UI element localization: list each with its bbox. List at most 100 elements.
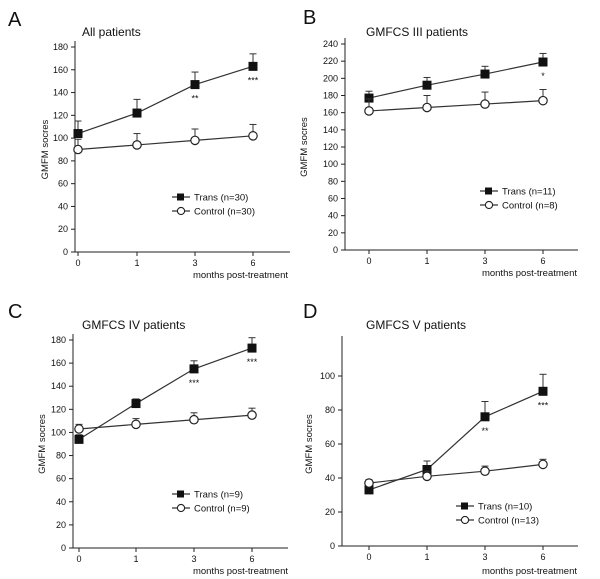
legend-label: Control (n=13) [478,516,539,527]
legend-label: Control (n=8) [502,201,558,212]
series-line-control [368,463,544,484]
y-tick-label: 100 [51,427,66,437]
chart-panel-d: D GMFCS V patients 0 20 40 60 80 100 0 1 3 6 months … [303,301,578,577]
series-line-trans [77,65,254,135]
data-point-trans [248,61,258,71]
y-tick-label: 80 [328,176,338,186]
y-tick-label: 60 [325,439,335,449]
significance-marker: ** [481,426,489,436]
y-tick-label: 140 [323,125,338,135]
data-point-trans [73,129,83,139]
x-tick-label: 0 [76,554,81,564]
panel-letter: B [303,7,316,29]
y-tick-label: 160 [323,108,338,118]
data-point-trans [132,108,142,118]
panel-letter: A [8,9,22,31]
legend-marker-control [484,200,494,210]
x-tick-label: 0 [366,256,371,266]
legend-marker-trans [177,490,184,498]
y-tick-label: 40 [58,201,68,211]
legend-marker-trans [485,187,492,195]
y-tick-label: 200 [323,73,338,83]
y-axis-label: GMFM socres [37,414,48,474]
y-tick-label: 180 [323,91,338,101]
y-tick-label: 160 [51,358,66,368]
data-point-control [73,144,83,155]
y-axis-label: GMFM socres [304,414,315,474]
panel-title: GMFCS IV patients [82,318,185,332]
panel-title: All patients [82,25,141,39]
x-tick-label: 0 [366,552,371,562]
y-tick-label: 80 [58,156,68,166]
x-tick-label: 6 [540,256,545,266]
x-tick-label: 1 [133,554,138,564]
y-tick-label: 20 [56,520,66,530]
y-tick-label: 100 [53,133,68,143]
data-point-control [422,471,432,482]
data-point-trans [190,80,200,90]
y-tick-label: 60 [56,474,66,484]
y-tick-label: 0 [330,541,335,551]
data-point-trans [131,399,141,409]
x-tick-label: 6 [250,258,255,268]
y-tick-label: 20 [58,224,68,234]
chart-panel-a: A All patients 0 20 40 60 80 100 120 140 160 180 0 1 3… [8,9,290,281]
data-point-control [480,466,490,476]
legend-marker-trans [461,502,468,510]
series-line-control [78,414,253,430]
y-tick-label: 80 [325,405,335,415]
series-line-trans [368,61,544,99]
legend-marker-control [460,515,470,525]
y-tick-label: 0 [63,247,68,257]
data-point-trans [538,57,548,67]
data-point-control [364,478,374,488]
x-tick-label: 0 [75,258,80,268]
significance-marker: *** [247,357,258,367]
y-tick-label: 220 [323,56,338,66]
x-tick-label: 1 [134,258,139,268]
legend-label: Trans (n=10) [478,502,532,513]
x-tick-label: 1 [424,256,429,266]
panel-letter: D [303,301,317,323]
significance-marker: *** [538,400,549,410]
data-point-control [190,135,200,146]
panel-title: GMFCS III patients [366,25,468,39]
legend-marker-control [176,206,186,216]
series-line-trans [368,390,544,491]
panel-title: GMFCS V patients [366,318,466,332]
y-tick-label: 40 [56,497,66,507]
y-tick-label: 120 [323,142,338,152]
data-point-control [132,140,142,150]
x-axis-label: months post-treatment [193,270,288,281]
x-tick-label: 1 [424,552,429,562]
data-point-control [248,131,258,141]
y-axis-label: GMFM socres [299,117,310,177]
y-tick-label: 180 [51,335,66,345]
x-axis-label: months post-treatment [482,268,577,279]
x-tick-label: 3 [482,256,487,266]
data-point-control [538,459,548,470]
data-point-control [480,99,490,109]
y-tick-label: 100 [323,159,338,169]
x-axis-label: months post-treatment [482,566,577,577]
series-line-trans [78,347,253,440]
data-point-control [74,424,84,434]
y-tick-label: 140 [53,88,68,98]
y-tick-label: 140 [51,381,66,391]
x-tick-label: 6 [249,554,254,564]
y-tick-label: 60 [328,194,338,204]
x-tick-label: 6 [540,552,545,562]
data-point-trans [422,80,432,90]
y-tick-label: 120 [53,110,68,120]
y-tick-label: 180 [53,42,68,52]
legend-label: Trans (n=30) [194,193,248,204]
panel-letter: C [8,301,22,323]
significance-marker: * [541,71,545,81]
y-axis-label: GMFM socres [40,119,51,179]
legend-marker-control [176,503,186,513]
significance-marker: *** [189,378,200,388]
significance-marker: ** [191,94,199,104]
